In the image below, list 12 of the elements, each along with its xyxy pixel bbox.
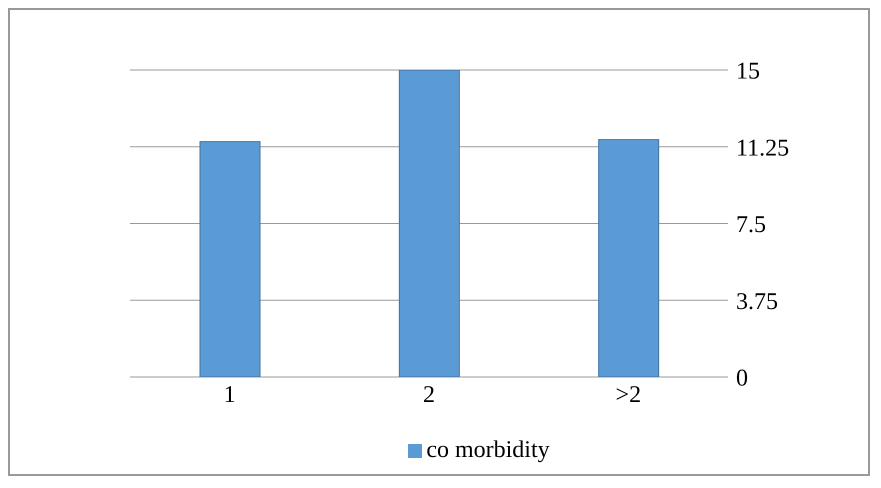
x-tick-label: >2 bbox=[616, 382, 642, 408]
bar bbox=[598, 139, 660, 377]
y-tick-label: 11.25 bbox=[736, 135, 790, 162]
bar bbox=[398, 70, 460, 377]
x-tick-label: 2 bbox=[423, 382, 435, 408]
y-tick-label: 0 bbox=[736, 366, 748, 392]
y-tick-label: 7.5 bbox=[736, 212, 766, 238]
y-tick-label: 3.75 bbox=[736, 288, 778, 315]
legend-label: co morbidity bbox=[426, 437, 550, 463]
bar bbox=[200, 141, 260, 377]
y-tick-label: 15 bbox=[736, 58, 760, 85]
x-tick-label: 1 bbox=[224, 382, 236, 408]
